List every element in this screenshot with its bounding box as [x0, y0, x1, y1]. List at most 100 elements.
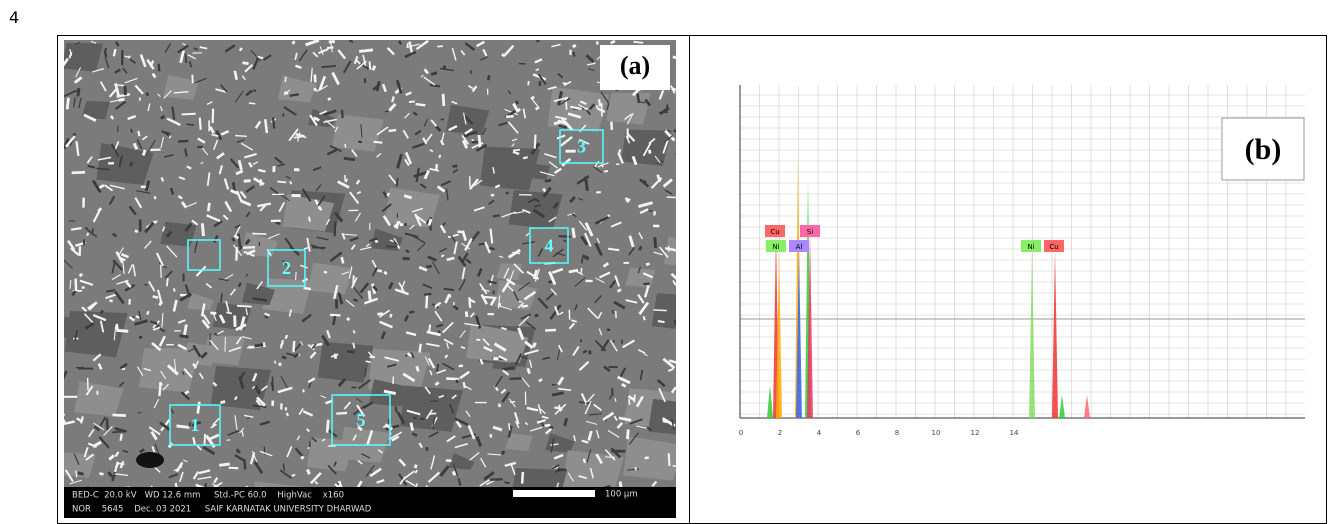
phase	[93, 425, 101, 432]
phase	[438, 154, 442, 159]
phase	[382, 215, 392, 227]
phase	[656, 174, 662, 183]
phase	[436, 323, 444, 328]
phase	[344, 143, 347, 148]
grain	[96, 143, 154, 185]
phase	[188, 347, 196, 353]
phase	[289, 93, 300, 98]
phase	[175, 461, 184, 473]
phase	[444, 354, 449, 359]
phase	[333, 353, 338, 359]
phase	[262, 342, 266, 348]
phase	[509, 270, 515, 282]
phase	[664, 135, 674, 143]
phase	[429, 83, 441, 88]
phase	[185, 201, 197, 208]
grain	[81, 100, 110, 120]
phase	[559, 311, 564, 315]
phase	[451, 47, 457, 61]
phase	[85, 385, 94, 396]
phase	[147, 139, 156, 153]
phase	[538, 378, 543, 383]
phase	[411, 432, 418, 437]
x-tick-label: 14	[1010, 429, 1019, 437]
phase	[349, 236, 359, 242]
phase	[243, 459, 247, 470]
phase	[300, 455, 305, 460]
phase	[671, 87, 676, 92]
phase	[471, 142, 484, 149]
phase	[81, 285, 85, 289]
phase	[240, 142, 254, 151]
phase	[657, 320, 665, 324]
phase	[357, 425, 363, 432]
phase	[173, 91, 189, 94]
grain	[64, 42, 104, 72]
phase	[138, 335, 143, 339]
phase	[512, 290, 520, 302]
phase	[602, 262, 610, 268]
phase	[426, 264, 432, 269]
phase	[648, 137, 656, 145]
phase	[463, 115, 474, 125]
phase	[383, 270, 388, 276]
phase	[303, 246, 310, 250]
phase	[388, 431, 403, 440]
phase	[218, 165, 223, 175]
phase	[548, 161, 558, 169]
phase	[376, 153, 382, 158]
phase	[291, 473, 296, 478]
x-tick-label: 0	[739, 429, 743, 437]
phase	[434, 301, 442, 308]
phase	[138, 411, 142, 414]
phase	[212, 139, 219, 151]
phase	[92, 209, 101, 223]
phase	[482, 338, 490, 346]
phase	[514, 420, 520, 429]
grain	[317, 341, 374, 383]
phase	[627, 395, 635, 401]
phase	[415, 167, 420, 183]
phase	[365, 243, 370, 247]
phase	[517, 327, 525, 341]
phase	[451, 470, 457, 477]
phase	[124, 279, 132, 288]
phase	[643, 285, 650, 298]
phase	[196, 444, 202, 451]
phase	[162, 226, 166, 232]
phase	[159, 264, 162, 278]
phase	[446, 342, 450, 349]
phase	[139, 54, 147, 68]
phase	[668, 359, 676, 364]
phase	[274, 156, 283, 165]
phase	[511, 138, 518, 142]
region-box	[529, 227, 569, 264]
phase	[211, 133, 219, 138]
phase	[354, 212, 362, 222]
phase	[83, 113, 97, 122]
phase	[427, 218, 433, 226]
phase	[87, 164, 96, 169]
phase	[251, 372, 258, 382]
phase	[457, 477, 462, 486]
phase	[609, 279, 617, 289]
phase	[160, 370, 167, 380]
phase	[239, 190, 247, 199]
phase	[309, 351, 317, 359]
phase	[494, 375, 503, 388]
phase	[404, 232, 419, 238]
phase	[488, 199, 495, 205]
phase	[152, 295, 159, 300]
phase	[257, 168, 266, 173]
phase	[236, 304, 252, 308]
phase	[284, 407, 288, 411]
phase	[281, 113, 285, 117]
phase	[165, 230, 173, 238]
phase	[69, 279, 72, 289]
phase	[442, 321, 454, 334]
phase	[127, 114, 137, 121]
phase	[639, 369, 644, 381]
phase	[359, 282, 370, 294]
phase	[246, 249, 256, 256]
phase	[118, 247, 124, 256]
